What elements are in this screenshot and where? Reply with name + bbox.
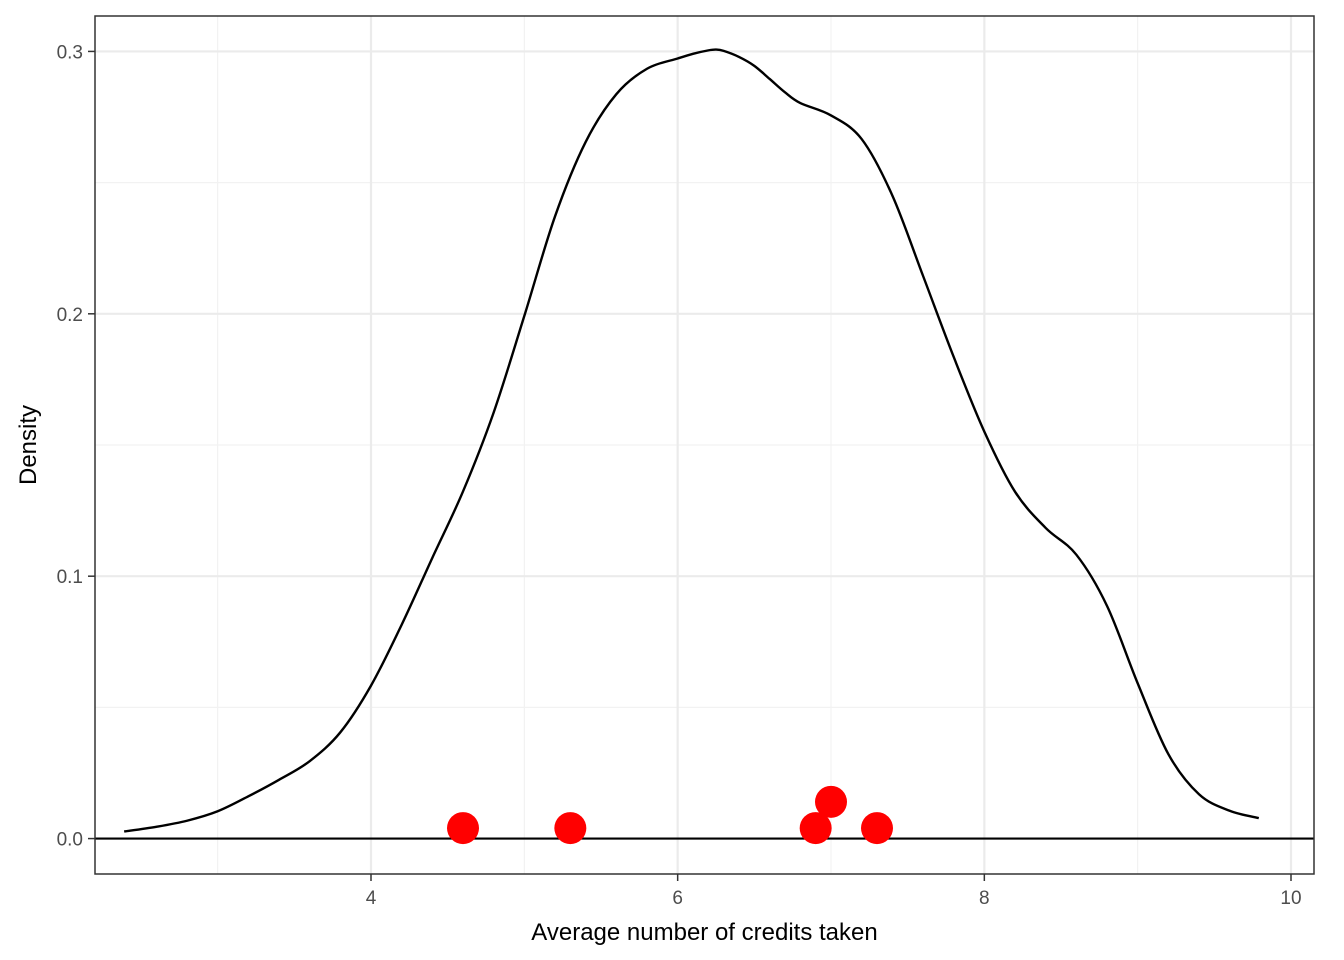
y-axis-title: Density (15, 405, 42, 485)
x-tick-label-2: 8 (979, 888, 990, 909)
data-point-3 (815, 785, 847, 818)
data-point-1 (554, 812, 587, 845)
y-tick-label-0: 0.0 (57, 830, 83, 851)
x-tick-label-3: 10 (1280, 888, 1301, 909)
x-axis-title: Average number of credits taken (531, 919, 877, 946)
y-tick-label-3: 0.3 (57, 42, 83, 63)
minor-gridlines (95, 16, 1314, 874)
y-tick-label-2: 0.2 (57, 305, 83, 326)
x-tick-label-0: 4 (366, 888, 377, 909)
data-point-2 (799, 812, 832, 845)
data-point-4 (861, 812, 893, 845)
x-tick-label-1: 6 (672, 888, 683, 909)
panel-border (94, 15, 1315, 875)
plot-series (95, 48, 1314, 845)
y-tick-label-1: 0.1 (57, 567, 83, 588)
x-axis-ticks: 4 6 8 10 (366, 874, 1302, 909)
density-curve-line (123, 48, 1260, 833)
y-axis-ticks: 0.0 0.1 0.2 0.3 (57, 42, 95, 851)
data-point-0 (447, 812, 479, 845)
